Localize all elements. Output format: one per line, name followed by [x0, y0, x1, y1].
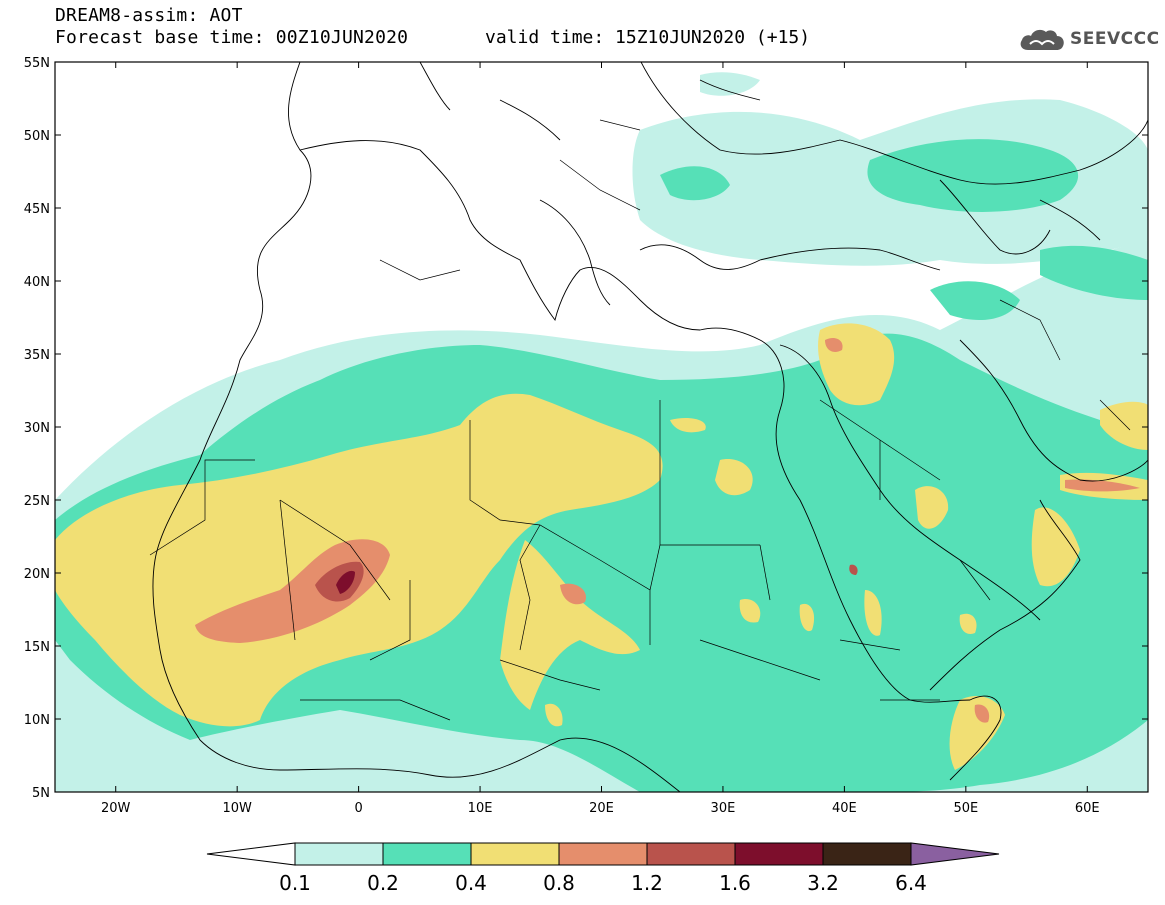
colorbar-label: 0.4 — [455, 871, 487, 895]
colorbar-segment — [734, 842, 824, 866]
colorbar-label: 0.2 — [367, 871, 399, 895]
lat-label: 35N — [24, 348, 50, 363]
lat-label: 25N — [24, 494, 50, 509]
colorbar-under-arrow — [206, 842, 296, 866]
lon-label: 50E — [953, 801, 978, 816]
seevccc-logo: SEEVCCC — [1018, 22, 1160, 56]
colorbar-segment — [822, 842, 912, 866]
colorbar-segment — [558, 842, 648, 866]
aot-level-1-6 — [336, 570, 355, 594]
lat-label: 20N — [24, 567, 50, 582]
lat-label: 45N — [24, 202, 50, 217]
longitude-axis: 20W 10W 0 10E 20E 30E 40E 50E 60E — [101, 62, 1100, 816]
aot-field — [55, 62, 1148, 792]
lat-label: 10N — [24, 713, 50, 728]
lon-label: 30E — [711, 801, 736, 816]
colorbar-segment — [382, 842, 472, 866]
lon-label: 20W — [101, 801, 131, 816]
lat-label: 30N — [24, 421, 50, 436]
colorbar-label: 0.1 — [279, 871, 311, 895]
aot-colorbar: 0.1 0.2 0.4 0.8 1.2 1.6 3.2 6.4 — [206, 842, 1000, 895]
cloud-icon — [1020, 29, 1064, 50]
lat-label: 5N — [32, 786, 50, 801]
lon-label: 10W — [222, 801, 252, 816]
map-title: DREAM8-assim: AOT — [55, 5, 243, 26]
lat-label: 50N — [24, 129, 50, 144]
lon-label: 0 — [354, 801, 362, 816]
colorbar-segment — [646, 842, 736, 866]
lat-label: 40N — [24, 275, 50, 290]
lon-label: 20E — [589, 801, 614, 816]
lon-label: 10E — [468, 801, 493, 816]
colorbar-label: 0.8 — [543, 871, 575, 895]
lon-label: 60E — [1075, 801, 1100, 816]
forecast-base-time: Forecast base time: 00Z10JUN2020 — [55, 27, 409, 48]
lon-label: 40E — [832, 801, 857, 816]
colorbar-segment — [294, 842, 384, 866]
logo-text: SEEVCCC — [1070, 29, 1160, 49]
latitude-axis: 55N 50N 45N 40N 35N 30N 25N 20N 15N 10N 5N — [24, 56, 1148, 801]
colorbar-label: 3.2 — [807, 871, 839, 895]
lat-label: 55N — [24, 56, 50, 71]
aot-level-0-2 — [55, 139, 1148, 792]
colorbar-segment — [470, 842, 560, 866]
lat-label: 15N — [24, 640, 50, 655]
country-borders — [149, 119, 1131, 721]
valid-time: valid time: 15Z10JUN2020 (+15) — [485, 27, 811, 48]
colorbar-label: 1.2 — [631, 871, 663, 895]
colorbar-label: 1.6 — [719, 871, 751, 895]
coastlines — [55, 62, 1148, 792]
colorbar-label: 6.4 — [895, 871, 927, 895]
colorbar-over-arrow — [910, 842, 1000, 866]
